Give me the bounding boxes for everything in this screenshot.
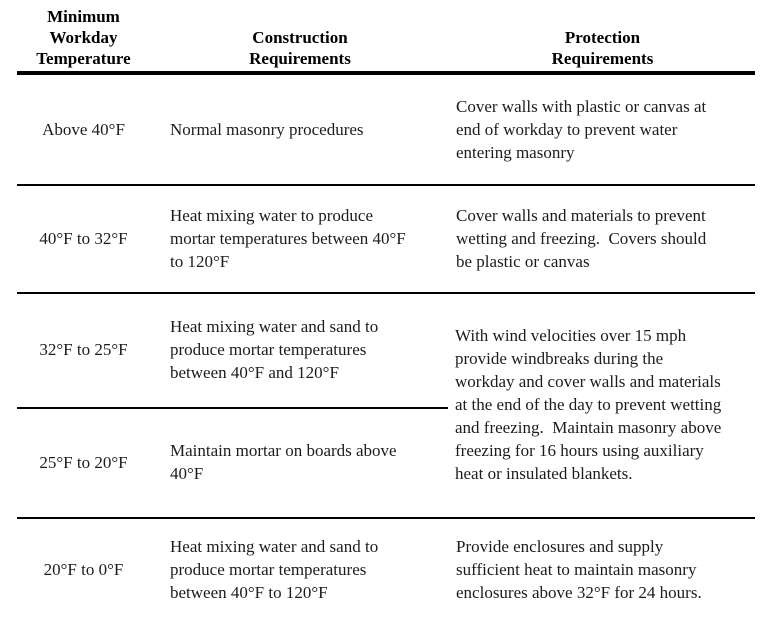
row-divider-4	[17, 517, 755, 519]
row-divider-2	[17, 292, 755, 294]
row-divider-3-partial	[17, 407, 448, 409]
construction-cell-row-3: Heat mixing water and sand to produce mo…	[170, 317, 379, 382]
protection-cell-row-5: Provide enclosures and supply sufficient…	[456, 536, 702, 602]
requirements-table: Minimum Workday Temperature Construction…	[17, 0, 755, 621]
header-rule	[17, 71, 755, 75]
temperature-cell-row-2: 40°F to 32°F	[39, 228, 128, 248]
column-header-protection-requirements: Protection Requirements	[551, 28, 654, 68]
temperature-cell-row-1: Above 40°F	[42, 120, 125, 139]
construction-cell-row-4: Maintain mortar on boards above 40°F	[170, 441, 397, 483]
construction-cell-row-5: Heat mixing water and sand to produce mo…	[170, 536, 379, 602]
construction-cell-row-2: Heat mixing water to produce mortar temp…	[170, 205, 406, 271]
column-header-construction-requirements: Construction Requirements	[249, 28, 351, 68]
protection-cell-row-1: Cover walls with plastic or canvas at en…	[456, 97, 707, 162]
protection-cell-rows-3-4-merged: With wind velocities over 15 mph provide…	[455, 326, 722, 483]
column-header-minimum-workday-temperature: Minimum Workday Temperature	[36, 7, 131, 68]
temperature-cell-row-3: 32°F to 25°F	[39, 340, 128, 359]
temperature-cell-row-4: 25°F to 20°F	[39, 452, 128, 472]
row-divider-1	[17, 184, 755, 186]
temperature-cell-row-5: 20°F to 0°F	[43, 559, 124, 579]
construction-cell-row-1: Normal masonry procedures	[170, 120, 364, 139]
protection-cell-row-2: Cover walls and materials to prevent wet…	[456, 205, 707, 271]
